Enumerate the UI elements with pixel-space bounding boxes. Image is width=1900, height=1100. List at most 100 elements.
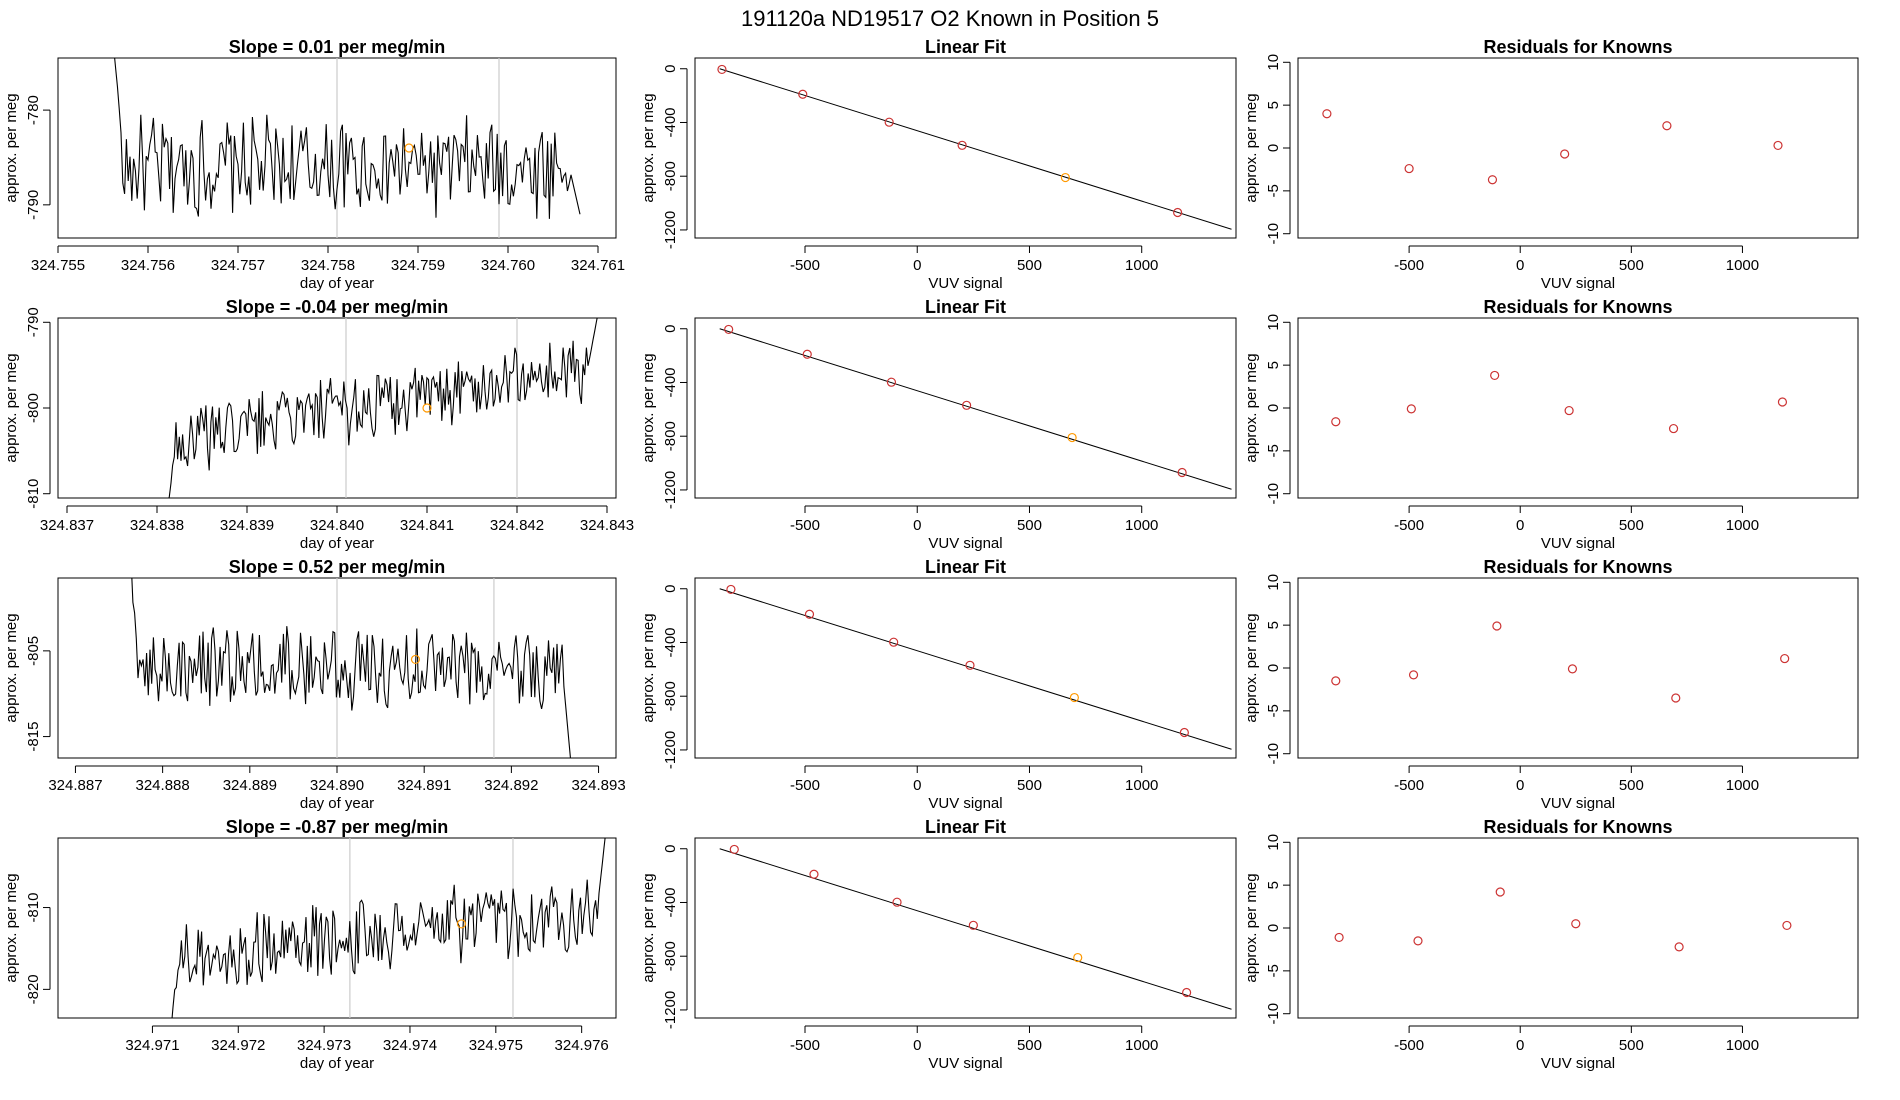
x-axis-label: day of year (300, 535, 374, 552)
plot-area (131, 578, 571, 758)
y-tick-label: -10 (1265, 223, 1282, 245)
x-axis-label: day of year (300, 795, 374, 812)
fit-point (1173, 207, 1183, 218)
plot-area (719, 324, 1232, 490)
x-tick-label: -500 (1394, 257, 1424, 274)
panel-title: Linear Fit (925, 37, 1006, 57)
y-axis-label: approx. per meg (1243, 353, 1260, 462)
x-axis-label: VUV signal (1541, 275, 1615, 292)
x-tick-label: -500 (790, 257, 820, 274)
x-tick-label: 500 (1017, 257, 1042, 274)
y-tick-label: -1200 (662, 731, 679, 769)
x-tick-label: 324.892 (484, 777, 538, 794)
y-tick-label: 5 (1265, 621, 1282, 629)
y-tick-label: -780 (25, 95, 42, 125)
plot-area (1331, 370, 1788, 434)
residual-point (1780, 653, 1790, 664)
residual-point (1322, 109, 1332, 119)
x-tick-label: 0 (1516, 1037, 1524, 1054)
x-tick-label: 324.758 (301, 257, 355, 274)
residual-point (1662, 121, 1672, 131)
x-tick-label: 324.889 (223, 777, 277, 794)
x-tick-label: 324.890 (310, 777, 364, 794)
x-tick-label: -500 (1394, 517, 1424, 534)
x-tick-label: 0 (1516, 517, 1524, 534)
x-axis-label: VUV signal (928, 535, 1002, 552)
x-axis-label: day of year (300, 1055, 374, 1072)
plot-frame (694, 577, 1237, 759)
panel-title: Linear Fit (925, 297, 1006, 317)
residual-point (1331, 417, 1341, 427)
residual-point (1671, 693, 1681, 703)
fit-point-highlight (1067, 432, 1077, 443)
fit-line (719, 68, 1232, 230)
panel-timeseries-row-0: Slope = 0.01 per meg/min 324.755 324.756 32… (3, 37, 625, 292)
trace-line (114, 58, 581, 219)
y-tick-label: -5 (1265, 184, 1282, 197)
plot-area (114, 58, 581, 238)
residual-point (1560, 149, 1570, 159)
x-tick-label: 1000 (1125, 517, 1158, 534)
fit-point-highlight (1069, 692, 1079, 703)
plot-area (168, 318, 598, 498)
x-axis-label: VUV signal (928, 1055, 1002, 1072)
fit-point-highlight (1073, 952, 1083, 963)
y-tick-label: -810 (25, 893, 42, 923)
x-axis-label: VUV signal (928, 795, 1002, 812)
x-tick-label: 0 (913, 517, 921, 534)
residual-point (1487, 175, 1498, 185)
residual-point (1334, 932, 1344, 943)
x-tick-label: 324.757 (211, 257, 265, 274)
panel-title: Linear Fit (925, 817, 1006, 837)
x-tick-label: 500 (1619, 517, 1644, 534)
known-marker (422, 403, 432, 413)
x-tick-label: 324.760 (481, 257, 535, 274)
fit-point (717, 64, 727, 75)
y-tick-label: -400 (662, 367, 679, 397)
panel-title: Slope = 0.52 per meg/min (229, 557, 446, 577)
y-tick-label: 0 (662, 845, 679, 853)
fit-point (729, 844, 739, 855)
plot-frame (57, 837, 617, 1019)
fit-point (804, 609, 815, 619)
x-tick-label: 324.974 (383, 1037, 437, 1054)
residual-point (1408, 670, 1419, 680)
x-tick-label: 324.759 (391, 257, 445, 274)
x-tick-label: 324.842 (490, 517, 544, 534)
x-tick-label: 500 (1017, 1037, 1042, 1054)
plot-frame (694, 57, 1237, 239)
y-tick-label: -820 (25, 974, 42, 1004)
panel-title: Residuals for Knowns (1483, 297, 1672, 317)
x-tick-label: 324.888 (136, 777, 190, 794)
fit-line (719, 588, 1232, 750)
x-tick-label: 500 (1017, 517, 1042, 534)
plot-frame (694, 837, 1237, 1019)
panel-fit-row-2: Linear Fit -500 0 500 1000 VUV signal 0 -400 -80… (640, 557, 1237, 812)
y-tick-label: 0 (662, 585, 679, 593)
residual-point (1495, 887, 1505, 897)
y-axis-label: approx. per meg (640, 613, 657, 722)
y-axis-label: approx. per meg (3, 873, 20, 982)
x-tick-label: 1000 (1125, 777, 1158, 794)
y-tick-label: -790 (25, 307, 42, 337)
y-axis-label: approx. per meg (3, 353, 20, 462)
x-tick-label: 1000 (1726, 777, 1759, 794)
plot-area (719, 584, 1232, 750)
y-tick-label: 0 (1265, 664, 1282, 672)
residual-point (1492, 621, 1502, 631)
y-tick-label: 0 (1265, 404, 1282, 412)
y-tick-label: 5 (1265, 881, 1282, 889)
fit-point (802, 349, 812, 359)
y-axis-label: approx. per meg (1243, 93, 1260, 202)
x-tick-label: 0 (1516, 257, 1524, 274)
x-tick-label: 1000 (1726, 517, 1759, 534)
plot-area (1322, 109, 1783, 185)
trace-line (131, 578, 571, 758)
panel-title: Linear Fit (925, 557, 1006, 577)
plot-frame (1297, 317, 1859, 499)
x-tick-label: 500 (1619, 257, 1644, 274)
x-tick-label: 324.761 (571, 257, 625, 274)
page-title: 191120a ND19517 O2 Known in Position 5 (741, 6, 1159, 31)
x-tick-label: 324.839 (220, 517, 274, 534)
plot-area (719, 844, 1232, 1010)
